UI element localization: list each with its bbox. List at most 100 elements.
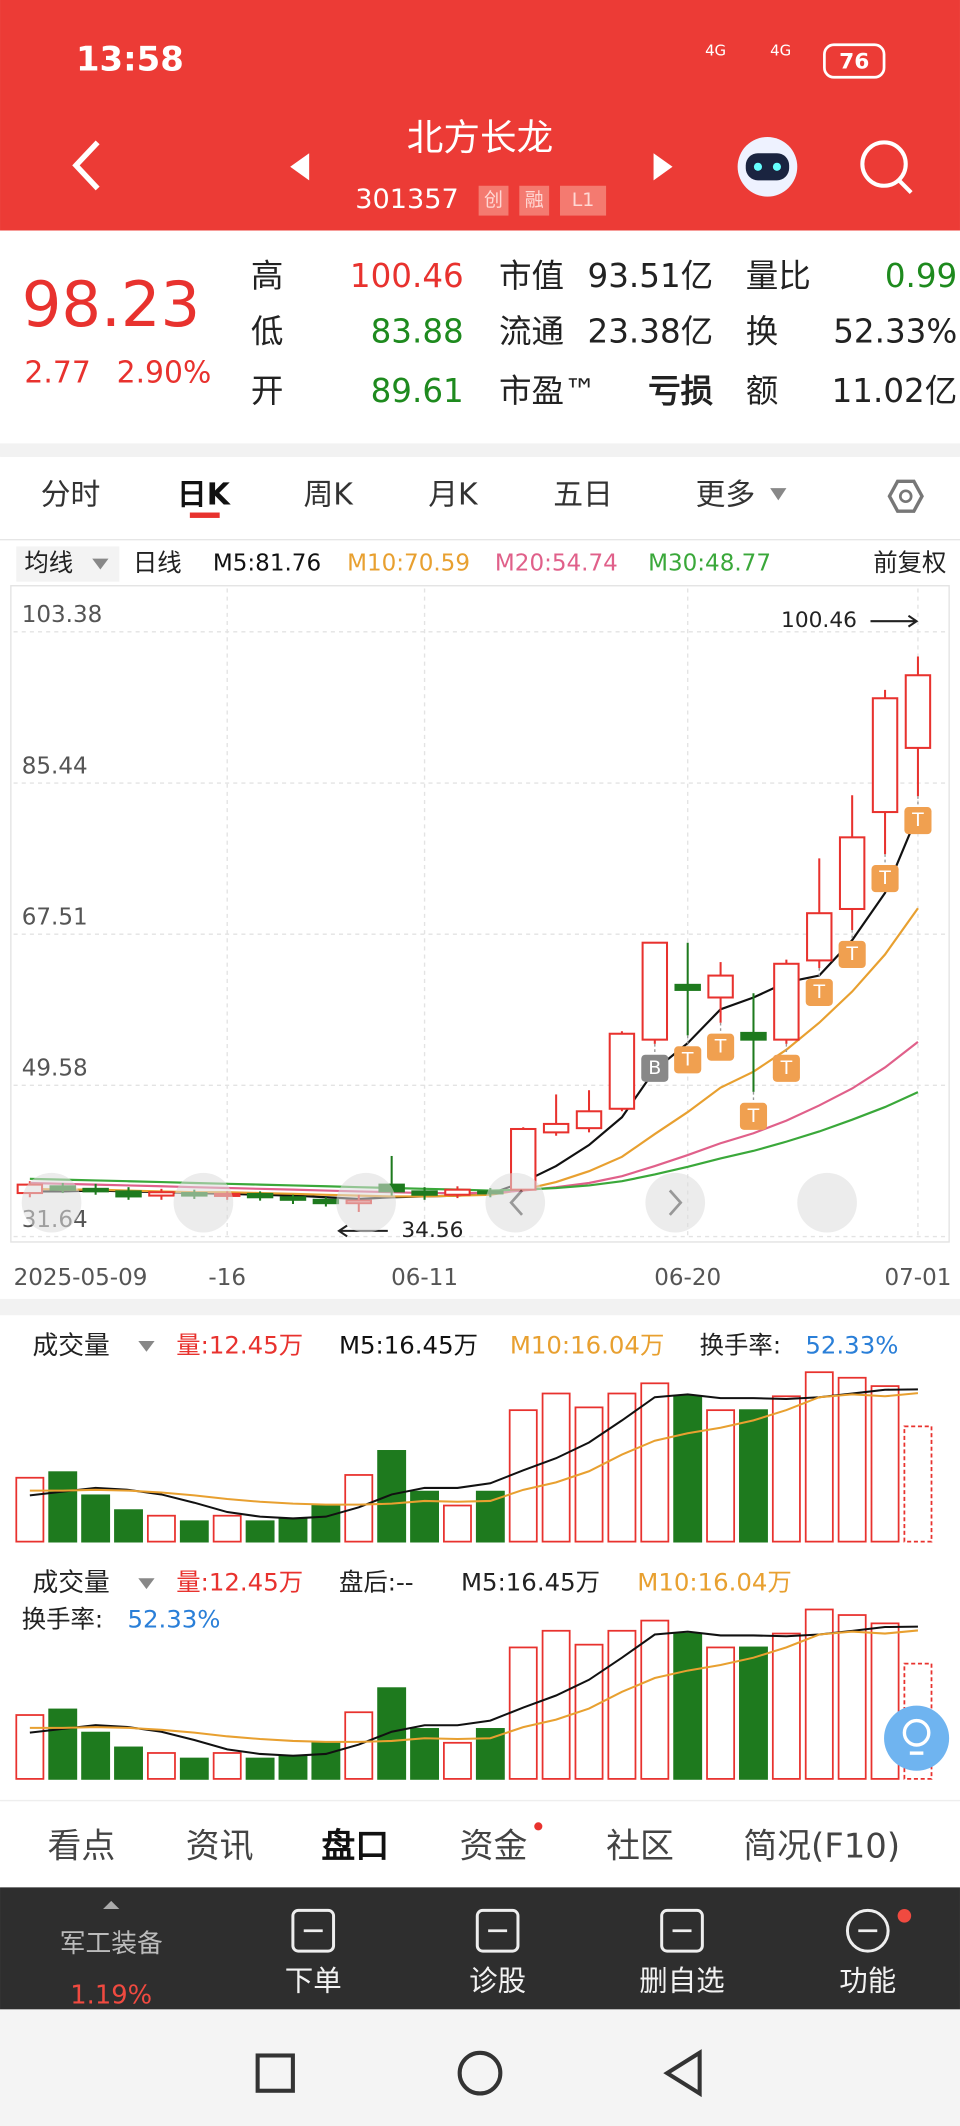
expand-icon: [103, 1900, 120, 1910]
volume-bar: [278, 1517, 308, 1543]
volume-bar: [475, 1728, 505, 1780]
bottom-tab[interactable]: 盘口: [321, 1827, 389, 1866]
notice-dot: [534, 1822, 543, 1831]
signal-label: T: [845, 943, 858, 965]
quote-value: 100.46: [350, 257, 464, 295]
candle-body: [542, 1122, 570, 1134]
x-tick-label: 06-11: [391, 1265, 458, 1291]
volume-ma: M5:16.45万: [339, 1330, 478, 1359]
chart-tabs: 分时 日K 周K 月K 五日 更多: [41, 478, 924, 518]
action-icon: [475, 1908, 520, 1953]
volume-bar: [607, 1392, 637, 1543]
candle-body: [444, 1188, 471, 1196]
tips-button[interactable]: [884, 1705, 950, 1771]
signal-badge: [641, 1054, 669, 1082]
nav-back[interactable]: [663, 2049, 702, 2098]
signal-badge: [772, 1054, 800, 1082]
notice-dot: [897, 1909, 912, 1923]
zoom-plus[interactable]: [336, 1172, 396, 1233]
action-icon: [291, 1908, 336, 1953]
signal-label: T: [780, 1057, 793, 1079]
action-label[interactable]: 下单: [285, 1964, 342, 1997]
action-label[interactable]: 诊股: [469, 1964, 526, 1997]
candle-body: [411, 1190, 438, 1196]
bottom-tab[interactable]: 资讯: [186, 1827, 254, 1866]
zoom-minus[interactable]: [173, 1172, 234, 1233]
volume-bar: [673, 1632, 703, 1780]
badge-bg: [478, 185, 509, 216]
fullscreen[interactable]: [797, 1172, 857, 1233]
chart-tab[interactable]: 更多: [696, 478, 756, 513]
back-button[interactable]: [72, 140, 100, 191]
change: 2.77: [24, 356, 90, 391]
settings-icon[interactable]: [887, 479, 924, 513]
action-label[interactable]: 删自选: [639, 1964, 724, 1997]
volume-bar: [837, 1614, 867, 1780]
quote-value: 23.38亿: [588, 313, 714, 351]
ma-line: [29, 1040, 919, 1195]
turnover: 52.33%: [805, 1330, 898, 1359]
volume-ma: M10:16.04万: [510, 1330, 665, 1359]
candle-body: [707, 974, 734, 999]
nav-recent[interactable]: [255, 2053, 295, 2093]
volume-bar: [311, 1504, 341, 1543]
chart-tab[interactable]: 周K: [303, 478, 354, 513]
adjust[interactable]: 前复权: [873, 548, 946, 577]
chart-tab[interactable]: 五日: [553, 478, 613, 513]
chart-tab[interactable]: 分时: [41, 478, 101, 513]
sector[interactable]: 军工装备: [60, 1929, 163, 1959]
candle-body: [608, 1032, 636, 1110]
signal-label: T: [747, 1105, 760, 1127]
actions: 下单 诊股 删自选 功能: [285, 1908, 912, 1997]
next-stock[interactable]: [653, 153, 673, 181]
scroll-left[interactable]: [485, 1172, 546, 1233]
quote-label: 流通: [499, 313, 564, 351]
badge-bg: [519, 185, 550, 216]
bottom-tab[interactable]: 资金: [460, 1827, 528, 1866]
bottom-tab[interactable]: 简况(F10): [743, 1827, 900, 1866]
volume-bar: [903, 1425, 933, 1543]
search-handle: [897, 178, 913, 194]
tab-indicator: [189, 512, 220, 518]
volume-bar: [640, 1382, 670, 1543]
chart-tab[interactable]: 日K: [177, 478, 231, 513]
zoom-out-left[interactable]: [21, 1172, 82, 1233]
after-hours: 盘后:--: [339, 1568, 414, 1597]
volume-bar: [212, 1752, 242, 1780]
nav-home[interactable]: [457, 2050, 503, 2096]
volume-bar: [837, 1376, 867, 1543]
volume-bar: [15, 1476, 45, 1543]
turnover-label: 换手率:: [700, 1330, 781, 1359]
bulb-icon: [902, 1718, 931, 1747]
arrows: [509, 1189, 683, 1216]
search-button[interactable]: [860, 140, 908, 188]
action-label[interactable]: 功能: [839, 1964, 896, 1997]
quote-value: 93.51亿: [588, 257, 714, 295]
volume-bar: [212, 1514, 242, 1543]
signal-label: T: [812, 981, 825, 1003]
bottom-tab[interactable]: 看点: [47, 1827, 115, 1866]
candle-body: [148, 1191, 175, 1197]
volume-bar: [443, 1741, 472, 1780]
volume-bar: [673, 1395, 703, 1543]
ma-legend: M30:48.77: [648, 551, 771, 577]
network: 4G: [705, 42, 726, 60]
status-time: 13:58: [76, 40, 184, 79]
scroll-right[interactable]: [645, 1172, 706, 1233]
bottom-tab[interactable]: 社区: [606, 1827, 674, 1866]
volume-bar: [81, 1494, 111, 1543]
volume-bar: [640, 1619, 670, 1780]
volume-bar: [377, 1450, 407, 1543]
volume-bar: [771, 1632, 801, 1780]
turnover: 52.33%: [127, 1604, 220, 1633]
separator: [0, 443, 960, 457]
quote-value: 89.61: [371, 372, 464, 410]
volume-title: 成交量: [33, 1568, 110, 1598]
x-tick-label: -16: [208, 1265, 246, 1291]
prev-stock[interactable]: [290, 153, 310, 181]
candle-body: [641, 941, 669, 1041]
signal-label: T: [714, 1036, 727, 1058]
chart-tab[interactable]: 月K: [428, 478, 479, 513]
signal-label: T: [878, 867, 891, 889]
assistant-face: [745, 153, 790, 181]
